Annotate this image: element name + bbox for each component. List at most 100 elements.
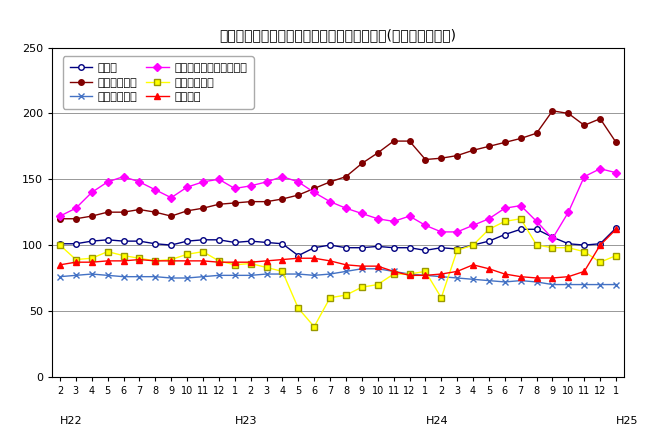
鉱工業 — [231, 240, 239, 245]
化学工業 — [580, 269, 588, 274]
Title: 三重県鉱工業生産及び主要業種別指数の推移(季節調整済指数): 三重県鉱工業生産及び主要業種別指数の推移(季節調整済指数) — [220, 28, 456, 42]
輸送機械工業 — [120, 253, 127, 258]
鉱工業 — [564, 241, 572, 246]
輸送機械工業 — [374, 282, 382, 287]
電子部品・デバイス工業 — [469, 223, 477, 228]
Line: 電気機械工業: 電気機械工業 — [57, 265, 619, 288]
化学工業 — [358, 264, 366, 269]
鉱工業 — [167, 242, 175, 248]
電気機械工業 — [88, 271, 96, 277]
電子部品・デバイス工業 — [580, 174, 588, 179]
電子部品・デバイス工業 — [533, 219, 541, 224]
電子部品・デバイス工業 — [247, 183, 255, 188]
鉱工業 — [580, 242, 588, 248]
電子部品・デバイス工業 — [104, 179, 112, 184]
Text: H23: H23 — [235, 416, 257, 426]
一般機械工業 — [231, 200, 239, 206]
一般機械工業 — [549, 108, 556, 113]
電子部品・デバイス工業 — [342, 206, 350, 211]
鉱工業 — [278, 241, 286, 246]
化学工業 — [120, 258, 127, 263]
化学工業 — [564, 274, 572, 279]
Legend: 鉱工業, 一般機械工業, 電気機械工業, 電子部品・デバイス工業, 輸送機械工業, 化学工業: 鉱工業, 一般機械工業, 電気機械工業, 電子部品・デバイス工業, 輸送機械工業… — [63, 56, 254, 109]
化学工業 — [247, 260, 255, 265]
電子部品・デバイス工業 — [199, 179, 207, 184]
化学工業 — [310, 255, 318, 261]
一般機械工業 — [104, 210, 112, 215]
化学工業 — [596, 242, 604, 248]
電気機械工業 — [231, 273, 239, 278]
化学工業 — [533, 275, 541, 281]
輸送機械工業 — [104, 249, 112, 254]
Text: H24: H24 — [425, 416, 448, 426]
一般機械工業 — [199, 206, 207, 211]
鉱工業 — [358, 245, 366, 250]
輸送機械工業 — [437, 295, 445, 301]
鉱工業 — [612, 225, 620, 230]
一般機械工業 — [580, 123, 588, 128]
鉱工業 — [56, 241, 64, 246]
Line: 化学工業: 化学工業 — [57, 226, 619, 281]
電子部品・デバイス工業 — [421, 223, 429, 228]
電子部品・デバイス工業 — [358, 211, 366, 216]
鉱工業 — [406, 245, 413, 250]
輸送機械工業 — [612, 253, 620, 258]
電子部品・デバイス工業 — [88, 190, 96, 195]
輸送機械工業 — [453, 248, 461, 253]
鉱工業 — [263, 240, 270, 245]
輸送機械工業 — [469, 242, 477, 248]
電気機械工業 — [151, 274, 159, 279]
電気機械工業 — [199, 274, 207, 279]
一般機械工業 — [517, 136, 525, 141]
電子部品・デバイス工業 — [406, 213, 413, 219]
化学工業 — [199, 258, 207, 263]
鉱工業 — [199, 237, 207, 242]
一般機械工業 — [421, 157, 429, 162]
化学工業 — [231, 260, 239, 265]
電子部品・デバイス工業 — [151, 187, 159, 192]
鉱工業 — [135, 239, 143, 244]
輸送機械工業 — [533, 242, 541, 248]
化学工業 — [485, 266, 493, 271]
鉱工業 — [326, 242, 334, 248]
一般機械工業 — [310, 186, 318, 191]
鉱工業 — [596, 241, 604, 246]
一般機械工業 — [469, 148, 477, 153]
一般機械工業 — [167, 213, 175, 219]
輸送機械工業 — [183, 252, 191, 257]
電気機械工業 — [485, 278, 493, 283]
鉱工業 — [549, 235, 556, 240]
輸送機械工業 — [215, 258, 223, 263]
Line: 輸送機械工業: 輸送機械工業 — [57, 215, 619, 330]
鉱工業 — [437, 245, 445, 250]
輸送機械工業 — [549, 245, 556, 250]
化学工業 — [151, 258, 159, 263]
電気機械工業 — [421, 273, 429, 278]
電気機械工業 — [374, 266, 382, 271]
一般機械工業 — [374, 150, 382, 155]
鉱工業 — [501, 232, 509, 237]
鉱工業 — [294, 253, 302, 258]
化学工業 — [215, 260, 223, 265]
一般機械工業 — [294, 192, 302, 197]
電子部品・デバイス工業 — [390, 219, 398, 224]
化学工業 — [294, 255, 302, 261]
電子部品・デバイス工業 — [517, 203, 525, 208]
Line: 一般機械工業: 一般機械工業 — [57, 108, 619, 222]
鉱工業 — [485, 239, 493, 244]
電気機械工業 — [612, 282, 620, 287]
電気機械工業 — [104, 273, 112, 278]
鉱工業 — [183, 239, 191, 244]
鉱工業 — [247, 239, 255, 244]
電子部品・デバイス工業 — [437, 229, 445, 235]
一般機械工業 — [247, 199, 255, 204]
電気機械工業 — [56, 274, 64, 279]
鉱工業 — [151, 241, 159, 246]
一般機械工業 — [72, 216, 80, 221]
一般機械工業 — [437, 155, 445, 161]
輸送機械工業 — [231, 262, 239, 268]
一般機械工業 — [485, 144, 493, 149]
鉱工業 — [88, 239, 96, 244]
電子部品・デバイス工業 — [294, 179, 302, 184]
一般機械工業 — [120, 210, 127, 215]
